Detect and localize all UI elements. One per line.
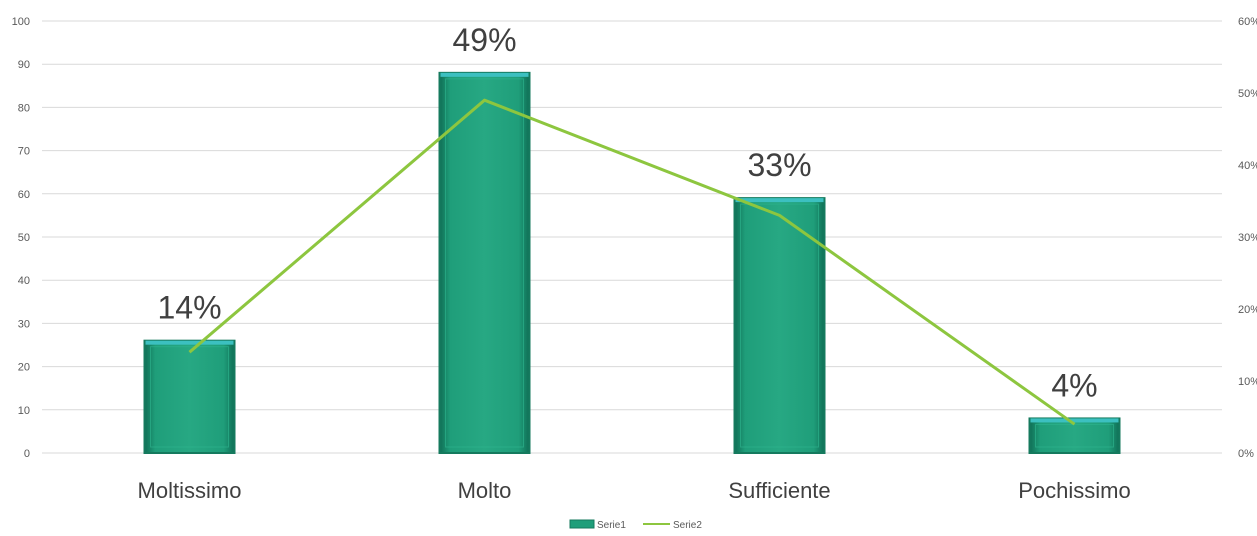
line-series <box>188 98 1076 426</box>
bar-top <box>145 340 234 345</box>
y2-tick-label: 20% <box>1238 304 1257 316</box>
y-tick-label: 100 <box>12 16 30 28</box>
y-tick-label: 90 <box>18 59 30 71</box>
bar <box>143 339 236 454</box>
y2-tick-label: 60% <box>1238 16 1257 28</box>
serie2-line <box>188 98 1076 426</box>
bar-top <box>440 72 529 77</box>
legend-label-serie1: Serie1 <box>597 520 626 531</box>
bar-series <box>143 71 1121 455</box>
bar-bevel <box>445 78 524 448</box>
x-tick-label: Molto <box>458 478 512 503</box>
data-label: 4% <box>1051 367 1097 403</box>
bar-top <box>735 198 824 203</box>
gridlines <box>42 20 1222 454</box>
y-tick-label: 70 <box>18 146 30 158</box>
y2-tick-label: 0% <box>1238 448 1254 460</box>
y-tick-label: 40 <box>18 275 30 287</box>
data-label: 49% <box>452 22 516 58</box>
legend: Serie1 Serie2 <box>569 519 702 531</box>
bar <box>1028 417 1121 455</box>
data-label: 33% <box>747 147 811 183</box>
x-tick-label: Moltissimo <box>138 478 242 503</box>
y-tick-label: 10 <box>18 405 30 417</box>
legend-swatch-serie1 <box>569 519 595 529</box>
bar-bevel <box>1035 423 1114 448</box>
bar-body <box>143 339 236 454</box>
bar-bevel <box>740 203 819 448</box>
left-y-axis: 0 10 20 30 40 50 60 70 80 90 100 <box>12 16 30 460</box>
bar-body <box>438 71 531 454</box>
y-tick-label: 50 <box>18 232 30 244</box>
y2-tick-label: 10% <box>1238 376 1257 388</box>
bar-bevel <box>150 346 229 448</box>
y-tick-label: 20 <box>18 362 30 374</box>
legend-label-serie2: Serie2 <box>673 520 702 531</box>
y-tick-label: 0 <box>24 448 30 460</box>
y-tick-label: 30 <box>18 318 30 330</box>
x-axis-labels: Moltissimo Molto Sufficiente Pochissimo <box>138 478 1131 503</box>
y-tick-label: 80 <box>18 102 30 114</box>
y2-tick-label: 40% <box>1238 160 1257 172</box>
x-tick-label: Sufficiente <box>728 478 830 503</box>
bar <box>733 197 826 454</box>
x-tick-label: Pochissimo <box>1018 478 1130 503</box>
bar <box>438 71 531 454</box>
right-y-axis: 0% 10% 20% 30% 40% 50% 60% <box>1238 16 1257 460</box>
data-labels: 14% 49% 33% 4% <box>157 22 1097 404</box>
y2-tick-label: 30% <box>1238 232 1257 244</box>
data-label: 14% <box>157 290 221 326</box>
y2-tick-label: 50% <box>1238 88 1257 100</box>
y-tick-label: 60 <box>18 189 30 201</box>
bar-top <box>1030 418 1119 423</box>
